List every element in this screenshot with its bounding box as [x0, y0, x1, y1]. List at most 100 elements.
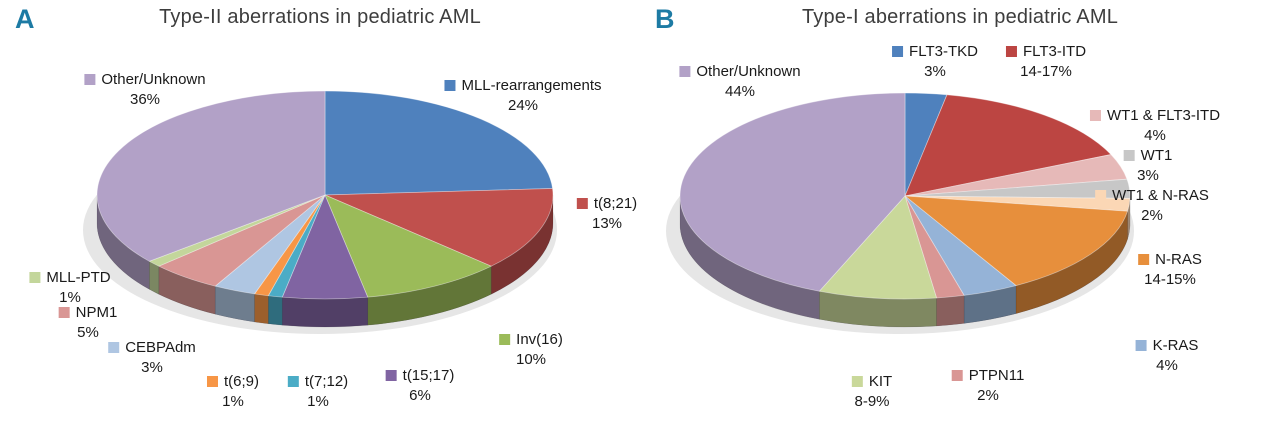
pie-slice — [904, 195, 1128, 286]
slice-percent: 3% — [1137, 167, 1159, 184]
legend-swatch — [287, 376, 299, 387]
pie-slice — [324, 188, 554, 267]
slice-label: CEBPAdm 3% — [108, 338, 196, 378]
slice-label: N-RAS 14-15% — [1138, 250, 1202, 290]
slice-label: WT1 & FLT3-ITD 4% — [1089, 106, 1221, 146]
pie-slice — [818, 195, 937, 300]
legend-swatch — [1089, 110, 1101, 121]
pie-slice — [904, 92, 948, 197]
slice-name: NPM1 — [75, 304, 118, 321]
pie-slice — [324, 194, 492, 298]
panel-a: A Type-II aberrations in pediatric AML M… — [15, 4, 638, 412]
slice-percent: 3% — [924, 63, 946, 80]
slice-label: t(7;12) 1% — [287, 372, 349, 412]
pie-slice-side — [367, 265, 492, 326]
legend-swatch — [951, 370, 963, 381]
slice-name: MLL-PTD — [46, 269, 111, 286]
legend-swatch — [892, 46, 904, 57]
pie-slice — [148, 194, 326, 267]
legend-swatch — [1095, 190, 1107, 201]
slice-label: t(15;17) 6% — [385, 366, 455, 406]
legend-swatch — [499, 334, 511, 345]
slice-label: MLL-PTD 1% — [29, 268, 111, 308]
slice-name: WT1 & FLT3-ITD — [1106, 107, 1221, 124]
pie-slice — [254, 194, 326, 297]
slice-label: NPM1 5% — [58, 303, 118, 343]
pie-slice — [904, 154, 1128, 197]
legend-swatch — [1138, 254, 1150, 265]
slice-percent: 2% — [977, 387, 999, 404]
legend-swatch — [1135, 340, 1147, 351]
slice-percent: 1% — [307, 393, 329, 410]
slice-percent: 5% — [77, 324, 99, 341]
slice-percent: 36% — [129, 91, 161, 108]
slice-label: PTPN11 2% — [951, 366, 1025, 406]
pie-slice — [679, 92, 906, 292]
slice-label: t(6;9) 1% — [206, 372, 259, 412]
panel-letter-b: B — [655, 4, 675, 34]
slice-percent: 1% — [222, 393, 244, 410]
slice-percent: 44% — [724, 83, 756, 100]
slice-label: K-RAS 4% — [1135, 336, 1199, 376]
slice-name: PTPN11 — [968, 367, 1025, 384]
slice-name: Inv(16) — [516, 331, 563, 348]
legend-swatch — [851, 376, 863, 387]
pie-chart-b — [666, 92, 1134, 334]
legend-swatch — [576, 198, 588, 209]
pie-slice — [904, 195, 1131, 212]
pie-slice — [267, 194, 326, 298]
pie-slice — [96, 90, 326, 262]
slice-percent: 1% — [59, 289, 81, 306]
slice-percent: 24% — [507, 97, 539, 114]
legend-swatch — [385, 370, 397, 381]
pie-slice-side — [158, 265, 216, 315]
legend-swatch — [108, 342, 120, 353]
slice-label: Other/Unknown 36% — [84, 70, 206, 110]
legend-swatch — [84, 74, 96, 85]
slice-percent: 10% — [515, 351, 547, 368]
slice-label: WT1 & N-RAS 2% — [1095, 186, 1209, 226]
pie-chart-a — [83, 90, 557, 334]
legend-swatch — [679, 66, 691, 77]
slice-label: KIT 8-9% — [851, 372, 893, 412]
slice-label: MLL-rearrangements 24% — [444, 76, 602, 116]
legend-swatch — [206, 376, 218, 387]
slice-name: CEBPAdm — [125, 339, 196, 356]
panel-b: B Type-I aberrations in pediatric AML FL… — [640, 0, 1280, 439]
slice-label: WT1 3% — [1123, 146, 1172, 186]
slice-name: KIT — [868, 373, 893, 390]
slice-label: Inv(16) 10% — [499, 330, 563, 370]
slice-percent: 2% — [1141, 207, 1163, 224]
slice-name: t(15;17) — [402, 367, 455, 384]
slice-name: WT1 & N-RAS — [1112, 187, 1209, 204]
slice-name: Other/Unknown — [696, 63, 801, 80]
legend-swatch — [1123, 150, 1135, 161]
pie-slice — [281, 194, 369, 300]
slice-name: t(7;12) — [304, 373, 349, 390]
slice-name: FLT3-TKD — [909, 43, 978, 60]
pie-slice — [904, 94, 1112, 197]
legend-swatch — [29, 272, 41, 283]
slice-name: t(8;21) — [593, 195, 638, 212]
legend-swatch — [1005, 46, 1017, 57]
panel-letter-a: A — [15, 4, 35, 34]
slice-percent: 3% — [141, 359, 163, 376]
chart-title-b: Type-I aberrations in pediatric AML — [801, 6, 1119, 28]
slice-name: N-RAS — [1155, 251, 1202, 268]
pie-slice — [904, 195, 1017, 296]
slice-label: FLT3-TKD 3% — [892, 42, 978, 82]
slice-name: K-RAS — [1152, 337, 1199, 354]
slice-percent: 14-17% — [1020, 63, 1072, 80]
slice-label: t(8;21) 13% — [576, 194, 638, 234]
legend-swatch — [444, 80, 456, 91]
slice-percent: 13% — [591, 215, 623, 232]
pie-labels-b: FLT3-TKD 3% FLT3-ITD 14-17% WT1 & FLT3-ITD 4%… — [640, 0, 1280, 439]
slice-name: Other/Unknown — [101, 71, 206, 88]
pie-slice — [214, 194, 326, 295]
slice-percent: 14-15% — [1144, 271, 1196, 288]
pie-slice — [904, 178, 1131, 199]
pie-slice — [158, 194, 326, 287]
slice-name: MLL-rearrangements — [461, 77, 602, 94]
slice-label: Other/Unknown 44% — [679, 62, 801, 102]
